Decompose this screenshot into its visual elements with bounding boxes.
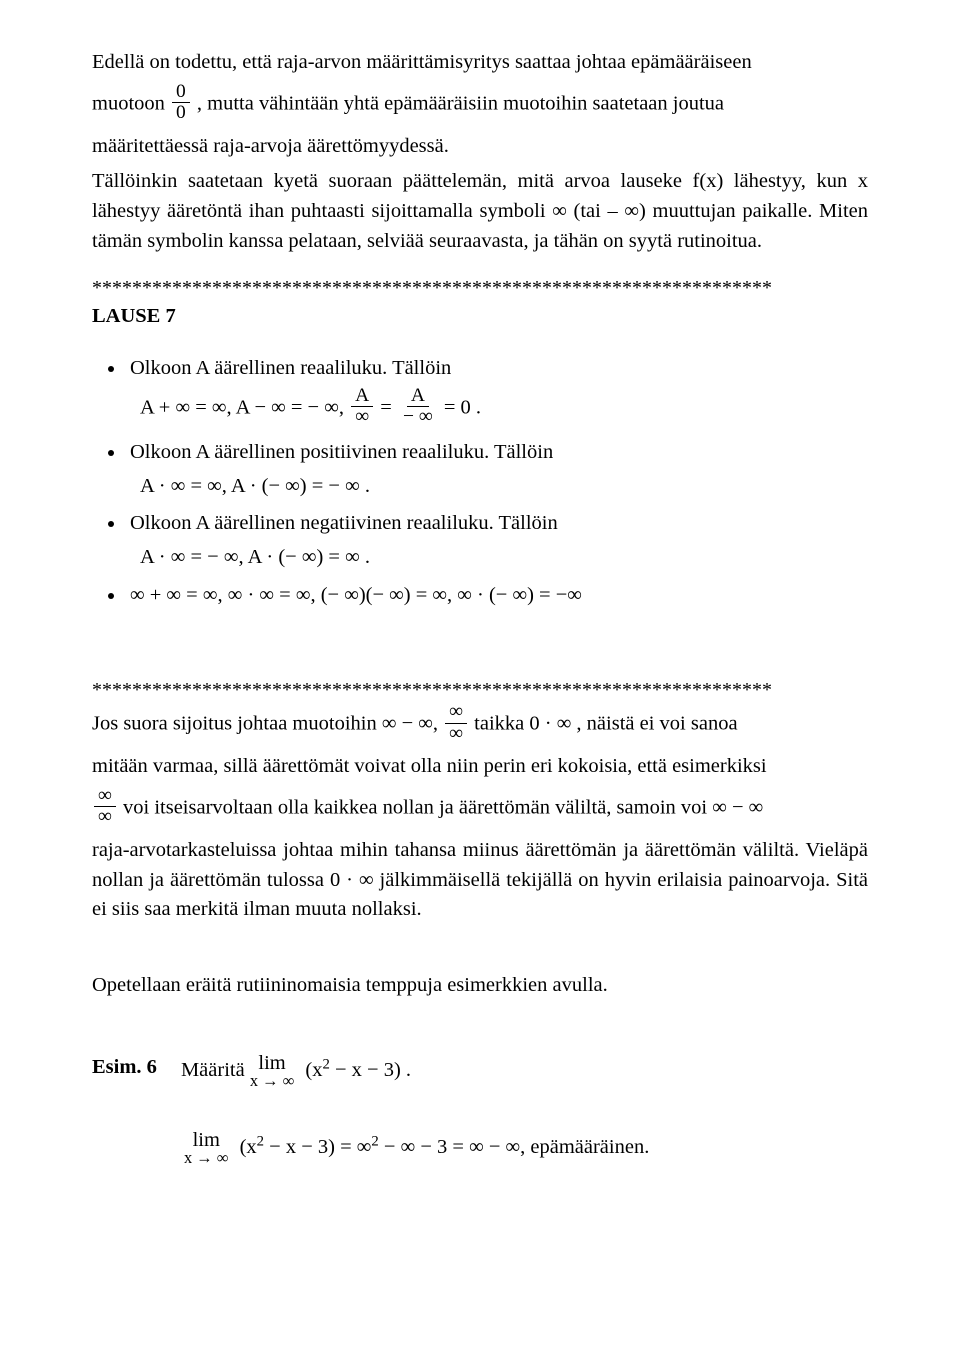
math-text: (x — [305, 1059, 322, 1081]
fraction-inf-over-inf: ∞ ∞ — [445, 702, 467, 744]
text: raja-arvotarkasteluissa johtaa mihin tah… — [92, 839, 868, 920]
numerator: A — [407, 386, 429, 407]
denominator: 0 — [172, 103, 190, 123]
paragraph-1: Edellä on todettu, että raja-arvon määri… — [92, 48, 868, 78]
list-item: Olkoon A äärellinen reaaliluku. Tällöin … — [126, 354, 868, 430]
bullet-text: Olkoon A äärellinen reaaliluku. Tällöin — [130, 354, 868, 384]
lim-sub: x → ∞ — [250, 1073, 294, 1089]
fraction-a-over-inf: A ∞ — [351, 386, 373, 428]
lim-label: lim — [193, 1130, 220, 1151]
denominator: − ∞ — [399, 407, 437, 427]
example-label: Esim. 6 — [92, 1053, 157, 1083]
math-text: = — [380, 397, 397, 419]
math-text: , epämääräinen. — [520, 1136, 649, 1158]
math-text: A + ∞ = ∞, A − ∞ = − ∞, — [140, 397, 349, 419]
list-item: ∞ + ∞ = ∞, ∞ · ∞ = ∞, (− ∞)(− ∞) = ∞, ∞ … — [126, 581, 868, 611]
text: Tällöinkin saatetaan kyetä suoraan päätt… — [92, 170, 868, 251]
text: Edellä on todettu, että raja-arvon määri… — [92, 51, 752, 73]
math-text: = 0 . — [444, 397, 481, 419]
asterisk-separator-top: ****************************************… — [92, 278, 868, 298]
fraction-inf-over-inf-2: ∞ ∞ — [94, 786, 116, 828]
text: määritettäessä raja-arvoja äärettömyydes… — [92, 135, 449, 157]
numerator: A — [351, 386, 373, 407]
text: mitään varmaa, sillä äärettömät voivat o… — [92, 755, 767, 777]
list-item: Olkoon A äärellinen positiivinen reaalil… — [126, 438, 868, 501]
paragraph-2: Tällöinkin saatetaan kyetä suoraan päätt… — [92, 167, 868, 256]
bullet-math: A · ∞ = ∞, A · (− ∞) = − ∞ . — [140, 472, 868, 502]
lim-label: lim — [258, 1053, 285, 1074]
math-text: − x − 3) = ∞ — [264, 1136, 371, 1158]
bullet-math: A · ∞ = − ∞, A · (− ∞) = ∞ . — [140, 543, 868, 573]
bullet-text: Olkoon A äärellinen positiivinen reaalil… — [130, 438, 868, 468]
denominator: ∞ — [94, 807, 116, 827]
list-item: Olkoon A äärellinen negatiivinen reaalil… — [126, 509, 868, 572]
paragraph-3: Jos suora sijoitus johtaa muotoihin ∞ − … — [92, 704, 868, 746]
lim-sub: x → ∞ — [184, 1150, 228, 1166]
paragraph-3-line4: raja-arvotarkasteluissa johtaa mihin tah… — [92, 836, 868, 925]
math-text: − x − 3) . — [330, 1059, 411, 1081]
numerator: ∞ — [445, 702, 467, 723]
paragraph-3-line2: mitään varmaa, sillä äärettömät voivat o… — [92, 752, 868, 782]
lause-heading: LAUSE 7 — [92, 302, 868, 332]
limit-symbol: lim x → ∞ — [184, 1130, 228, 1167]
exponent: 2 — [257, 1133, 264, 1149]
paragraph-4: Opetellaan eräitä rutiininomaisia temppu… — [92, 971, 868, 1001]
paragraph-1-line2: muotoon 0 0 , mutta vähintään yhtä epämä… — [92, 84, 868, 126]
numerator: 0 — [172, 82, 190, 103]
denominator: ∞ — [445, 724, 467, 744]
exponent: 2 — [322, 1056, 329, 1072]
math-text: (x — [240, 1136, 257, 1158]
bullet-list: Olkoon A äärellinen reaaliluku. Tällöin … — [126, 354, 868, 610]
paragraph-1-line3: määritettäessä raja-arvoja äärettömyydes… — [92, 132, 868, 162]
example-solution: lim x → ∞ (x2 − x − 3) = ∞2 − ∞ − 3 = ∞ … — [184, 1130, 868, 1167]
math-text: − ∞ − 3 = ∞ − ∞ — [379, 1136, 520, 1158]
limit-symbol: lim x → ∞ — [250, 1053, 294, 1090]
exponent: 2 — [371, 1133, 378, 1149]
paragraph-3-line3: ∞ ∞ voi itseisarvoltaan olla kaikkea nol… — [92, 788, 868, 830]
text: muotoon — [92, 92, 170, 114]
text: taikka 0 · ∞ , näistä ei voi sanoa — [474, 713, 737, 735]
asterisk-separator-bottom: ****************************************… — [92, 680, 868, 700]
bullet-math: A + ∞ = ∞, A − ∞ = − ∞, A ∞ = A − ∞ = 0 … — [140, 388, 868, 430]
bullet-text: Olkoon A äärellinen negatiivinen reaalil… — [130, 509, 868, 539]
example-6: Esim. 6 Määritä lim x → ∞ (x2 − x − 3) . — [92, 1053, 868, 1090]
text: voi itseisarvoltaan olla kaikkea nollan … — [123, 797, 763, 819]
text: Määritä — [181, 1059, 250, 1081]
fraction-a-over-neg-inf: A − ∞ — [399, 386, 437, 428]
text: , mutta vähintään yhtä epämääräisiin muo… — [197, 92, 724, 114]
bullet-math: ∞ + ∞ = ∞, ∞ · ∞ = ∞, (− ∞)(− ∞) = ∞, ∞ … — [130, 581, 868, 611]
text: Jos suora sijoitus johtaa muotoihin ∞ − … — [92, 713, 443, 735]
example-content: Määritä lim x → ∞ (x2 − x − 3) . — [181, 1053, 411, 1090]
fraction-0-over-0: 0 0 — [172, 82, 190, 124]
denominator: ∞ — [351, 407, 373, 427]
numerator: ∞ — [94, 786, 116, 807]
text: Opetellaan eräitä rutiininomaisia temppu… — [92, 974, 608, 996]
